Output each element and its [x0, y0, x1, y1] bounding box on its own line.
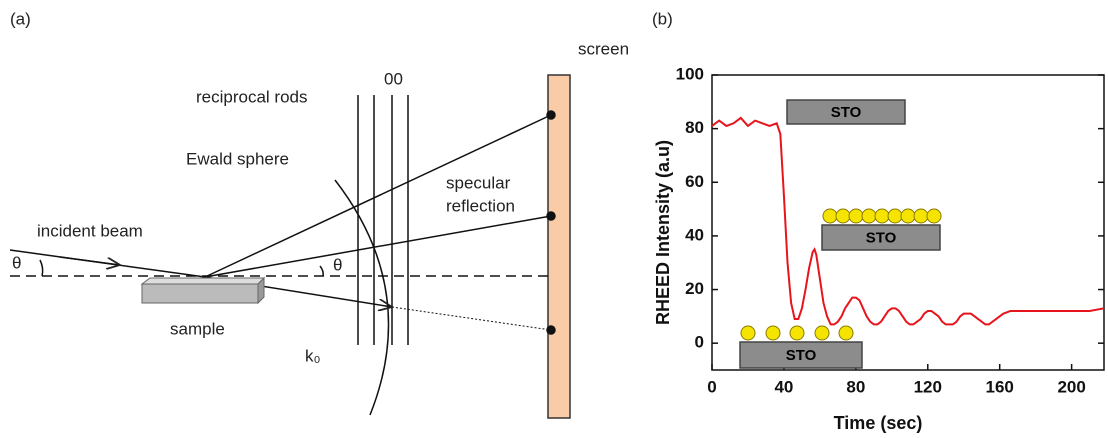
x-tick-label: 200: [1057, 377, 1085, 396]
arrow: [59, 256, 120, 265]
data-line: [711, 116, 1105, 326]
y-tick-label: 80: [685, 118, 704, 137]
atom: [887, 208, 903, 224]
label: reflection: [446, 196, 515, 215]
label: specular: [446, 173, 511, 192]
label: screen: [578, 39, 629, 58]
y-tick-label: 20: [685, 279, 704, 298]
spot: [546, 325, 556, 335]
atom: [913, 208, 929, 224]
y-tick-label: 40: [685, 225, 704, 244]
panel-label: (b): [652, 9, 673, 28]
label: θ: [12, 253, 21, 272]
atom: [861, 208, 877, 224]
x-tick-label: 0: [707, 377, 716, 396]
substrate-label: STO: [786, 347, 817, 364]
label: Ewald sphere: [186, 149, 289, 168]
sample-top: [140, 277, 266, 285]
atom: [740, 325, 756, 341]
atom: [926, 208, 942, 224]
spot: [546, 211, 556, 221]
plot-frame: [711, 74, 1105, 371]
label: incident beam: [37, 221, 143, 240]
label: 00: [384, 69, 403, 88]
theta-arc: [39, 259, 44, 277]
atom: [814, 325, 830, 341]
theta-arc: [319, 265, 324, 277]
x-axis-label: Time (sec): [834, 413, 923, 433]
x-tick-label: 160: [986, 377, 1014, 396]
sample-side: [257, 276, 265, 305]
substrate: [786, 99, 906, 125]
atom: [765, 325, 781, 341]
atom: [835, 208, 851, 224]
atom: [848, 208, 864, 224]
label: reciprocal rods: [196, 87, 308, 106]
y-tick-label: 100: [676, 64, 704, 83]
substrate-label: STO: [831, 104, 862, 121]
chart: 0 20 40 60 80 100 0 40 80 120 160 200 Time (sec) RHEE…: [653, 64, 1105, 433]
panel-label: (a): [10, 9, 31, 28]
x-tick-label: 40: [774, 377, 793, 396]
y-axis-label: RHEED Intensity (a.u): [653, 140, 673, 325]
x-tick-label: 120: [914, 377, 942, 396]
ewald-arc: [334, 179, 390, 416]
substrate: [739, 341, 863, 369]
atom: [900, 208, 916, 224]
atom: [822, 208, 838, 224]
x-tick-label: 80: [846, 377, 865, 396]
label: θ: [333, 255, 342, 274]
diagram: [9, 74, 571, 419]
ray: [204, 114, 552, 278]
sample-box: [141, 283, 259, 304]
y-tick-label: 0: [695, 333, 704, 352]
label: sample: [170, 319, 225, 338]
atom: [789, 325, 805, 341]
atom: [838, 325, 854, 341]
screen-plate: [547, 74, 571, 419]
spot: [546, 110, 556, 120]
y-tick-label: 60: [685, 172, 704, 191]
substrate-label: STO: [866, 229, 897, 246]
ray-dotted: [391, 306, 552, 331]
atom: [874, 208, 890, 224]
ray: [204, 215, 552, 278]
substrate: [821, 224, 941, 251]
label: k₀: [305, 346, 321, 365]
